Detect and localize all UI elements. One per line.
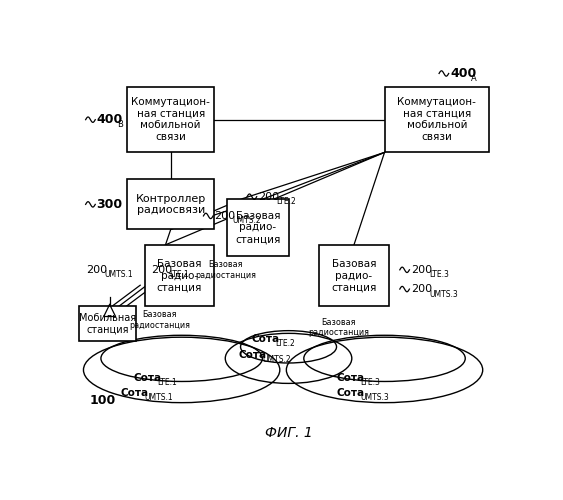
Text: A: A xyxy=(471,74,476,83)
Text: LTE.3: LTE.3 xyxy=(429,270,449,280)
Text: LTE.1: LTE.1 xyxy=(158,378,177,386)
Text: Коммутацион-
ная станция
мобильной
связи: Коммутацион- ная станция мобильной связи xyxy=(397,98,476,142)
Text: ФИГ. 1: ФИГ. 1 xyxy=(265,426,312,440)
Text: Базовая
радио-
станция: Базовая радио- станция xyxy=(331,259,377,292)
Text: 200: 200 xyxy=(86,265,107,275)
FancyBboxPatch shape xyxy=(127,87,215,152)
Text: Базовая
радиостанция: Базовая радиостанция xyxy=(129,310,190,330)
Text: Базовая
радио-
станция: Базовая радио- станция xyxy=(157,259,202,292)
Text: B: B xyxy=(117,120,123,129)
FancyBboxPatch shape xyxy=(127,180,215,230)
Text: Сота: Сота xyxy=(337,388,365,398)
Text: LTE.1: LTE.1 xyxy=(169,270,189,280)
Text: 100: 100 xyxy=(90,394,117,407)
Text: 200: 200 xyxy=(411,265,432,275)
FancyBboxPatch shape xyxy=(227,198,289,256)
Text: Сота: Сота xyxy=(133,372,162,382)
Text: UMTS.2: UMTS.2 xyxy=(262,354,291,364)
Text: 400: 400 xyxy=(450,67,476,80)
FancyBboxPatch shape xyxy=(79,306,136,341)
Text: Базовая
радио-
станция: Базовая радио- станция xyxy=(235,211,281,244)
Text: UMTS.3: UMTS.3 xyxy=(429,290,458,298)
Text: Коммутацион-
ная станция
мобильной
связи: Коммутацион- ная станция мобильной связи xyxy=(131,98,210,142)
Text: UMTS.1: UMTS.1 xyxy=(104,270,133,280)
Text: Сота: Сота xyxy=(337,372,365,382)
Text: 200: 200 xyxy=(215,211,235,221)
Text: LTE.3: LTE.3 xyxy=(360,378,381,386)
Text: 200: 200 xyxy=(258,192,279,202)
FancyBboxPatch shape xyxy=(385,87,489,152)
Text: Сота: Сота xyxy=(120,388,149,398)
Text: Базовая
радиостанция: Базовая радиостанция xyxy=(308,318,369,338)
Text: UMTS.2: UMTS.2 xyxy=(233,216,261,226)
Text: LTE.2: LTE.2 xyxy=(275,339,295,348)
Text: 200: 200 xyxy=(151,265,172,275)
Text: Базовая
радиостанция: Базовая радиостанция xyxy=(195,260,256,280)
Text: LTE.2: LTE.2 xyxy=(276,197,296,206)
Text: Сота: Сота xyxy=(252,334,280,344)
Text: 300: 300 xyxy=(97,198,123,211)
Text: 200: 200 xyxy=(411,284,432,294)
Text: 400: 400 xyxy=(97,113,123,126)
Text: Сота: Сота xyxy=(238,350,266,360)
Text: UMTS.3: UMTS.3 xyxy=(360,393,389,402)
Text: Контроллер
радиосвязи: Контроллер радиосвязи xyxy=(136,194,206,215)
Text: Мобильная
станция: Мобильная станция xyxy=(79,313,136,334)
FancyBboxPatch shape xyxy=(145,245,215,306)
FancyBboxPatch shape xyxy=(319,245,389,306)
Text: UMTS.1: UMTS.1 xyxy=(145,393,173,402)
